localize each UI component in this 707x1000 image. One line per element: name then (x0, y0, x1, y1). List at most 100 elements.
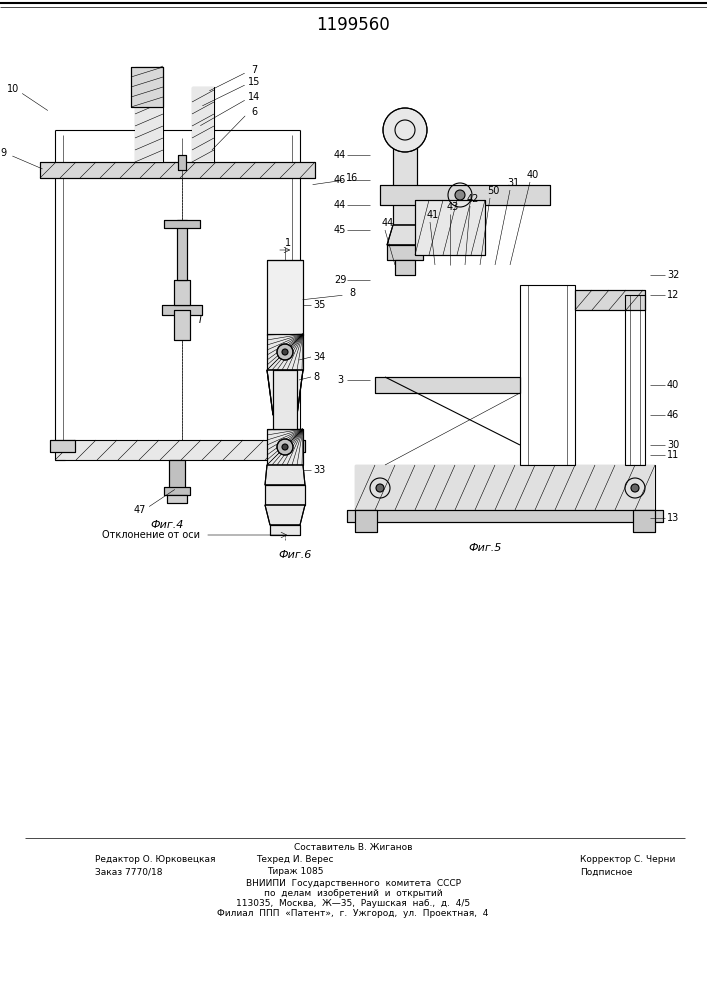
Circle shape (383, 108, 427, 152)
Text: 6: 6 (251, 107, 257, 117)
Text: 50: 50 (487, 186, 499, 196)
Bar (55, 440, 300, 460)
Bar (131, 67, 163, 107)
Text: 31: 31 (507, 178, 519, 188)
Bar (50, 440, 75, 452)
Text: 1199560: 1199560 (316, 16, 390, 34)
Circle shape (277, 439, 293, 455)
Text: 46: 46 (667, 410, 679, 420)
Circle shape (282, 349, 288, 355)
Bar (267, 429, 303, 465)
Text: Заказ 7770/18: Заказ 7770/18 (95, 867, 163, 876)
Bar (273, 370, 297, 429)
Text: Фиг.6: Фиг.6 (279, 550, 312, 560)
Bar (267, 334, 303, 370)
Text: 16: 16 (346, 173, 358, 183)
Bar (633, 510, 655, 532)
Text: Корректор С. Черни: Корректор С. Черни (580, 856, 675, 864)
Bar (174, 280, 190, 305)
Bar (575, 290, 645, 310)
Bar (280, 440, 305, 452)
Bar (164, 487, 190, 495)
Bar (280, 440, 305, 452)
Bar (162, 305, 202, 315)
Bar (162, 305, 202, 315)
Bar (267, 334, 303, 370)
Bar (178, 155, 186, 170)
Bar (267, 260, 303, 335)
Circle shape (376, 484, 384, 492)
Text: ВНИИПИ  Государственного  комитета  СССР: ВНИИПИ Государственного комитета СССР (245, 879, 460, 888)
Bar (393, 130, 417, 225)
Bar (164, 220, 200, 228)
Circle shape (631, 484, 639, 492)
Polygon shape (265, 505, 305, 525)
Bar (169, 460, 185, 490)
Bar (375, 377, 520, 393)
Text: по  делам  изобретений  и  открытий: по делам изобретений и открытий (264, 888, 443, 898)
Text: 10: 10 (7, 84, 19, 94)
Text: 11: 11 (667, 450, 679, 460)
Text: 44: 44 (334, 150, 346, 160)
Bar (267, 260, 303, 335)
Text: 43: 43 (447, 202, 459, 212)
Text: 41: 41 (427, 210, 439, 220)
Text: 40: 40 (667, 380, 679, 390)
Bar (167, 495, 187, 503)
Bar (355, 510, 377, 532)
Bar (415, 200, 485, 255)
Bar (174, 310, 190, 340)
Text: 13: 13 (667, 513, 679, 523)
Bar (177, 220, 187, 280)
Text: 15: 15 (248, 77, 260, 87)
Bar (415, 200, 485, 255)
Bar (267, 429, 303, 465)
Bar (178, 155, 186, 170)
Bar (50, 440, 75, 452)
Text: Фиг.4: Фиг.4 (151, 520, 184, 530)
Text: 1: 1 (285, 238, 291, 248)
Bar (40, 162, 315, 178)
Text: I: I (199, 315, 201, 325)
Text: Техред И. Верес: Техред И. Верес (256, 856, 334, 864)
Bar (575, 290, 645, 310)
Bar (380, 185, 550, 205)
Text: Редактор О. Юрковецкая: Редактор О. Юрковецкая (95, 856, 216, 864)
Bar (625, 295, 645, 465)
Bar (273, 370, 297, 429)
Text: 44: 44 (334, 200, 346, 210)
Bar (164, 220, 200, 228)
Bar (347, 510, 663, 522)
Bar (395, 260, 415, 275)
Text: 42: 42 (467, 194, 479, 204)
Bar (265, 485, 305, 505)
Text: 29: 29 (334, 275, 346, 285)
Text: Тираж 1085: Тираж 1085 (267, 867, 323, 876)
Bar (135, 67, 163, 162)
Text: 9: 9 (0, 148, 6, 158)
Bar (135, 67, 163, 162)
Text: 33: 33 (313, 465, 325, 475)
Text: 40: 40 (527, 170, 539, 180)
Text: Подписное: Подписное (580, 867, 633, 876)
Text: 35: 35 (313, 300, 325, 310)
Bar (393, 130, 417, 225)
Bar (347, 510, 663, 522)
Text: 8: 8 (313, 372, 319, 382)
Text: 7: 7 (251, 65, 257, 75)
Text: Отклонение от оси: Отклонение от оси (102, 530, 200, 540)
Circle shape (282, 444, 288, 450)
Bar (169, 460, 185, 490)
Polygon shape (267, 370, 303, 415)
Text: 12: 12 (667, 290, 679, 300)
Bar (355, 510, 377, 532)
Bar (395, 260, 415, 275)
Bar (375, 377, 520, 393)
Text: 34: 34 (313, 352, 325, 362)
Text: 47: 47 (134, 505, 146, 515)
Bar (387, 245, 423, 260)
Polygon shape (265, 465, 305, 485)
Text: Филиал  ППП  «Патент»,  г.  Ужгород,  ул.  Проектная,  4: Филиал ППП «Патент», г. Ужгород, ул. Про… (217, 908, 489, 918)
Circle shape (455, 190, 465, 200)
Text: 44: 44 (382, 218, 394, 228)
